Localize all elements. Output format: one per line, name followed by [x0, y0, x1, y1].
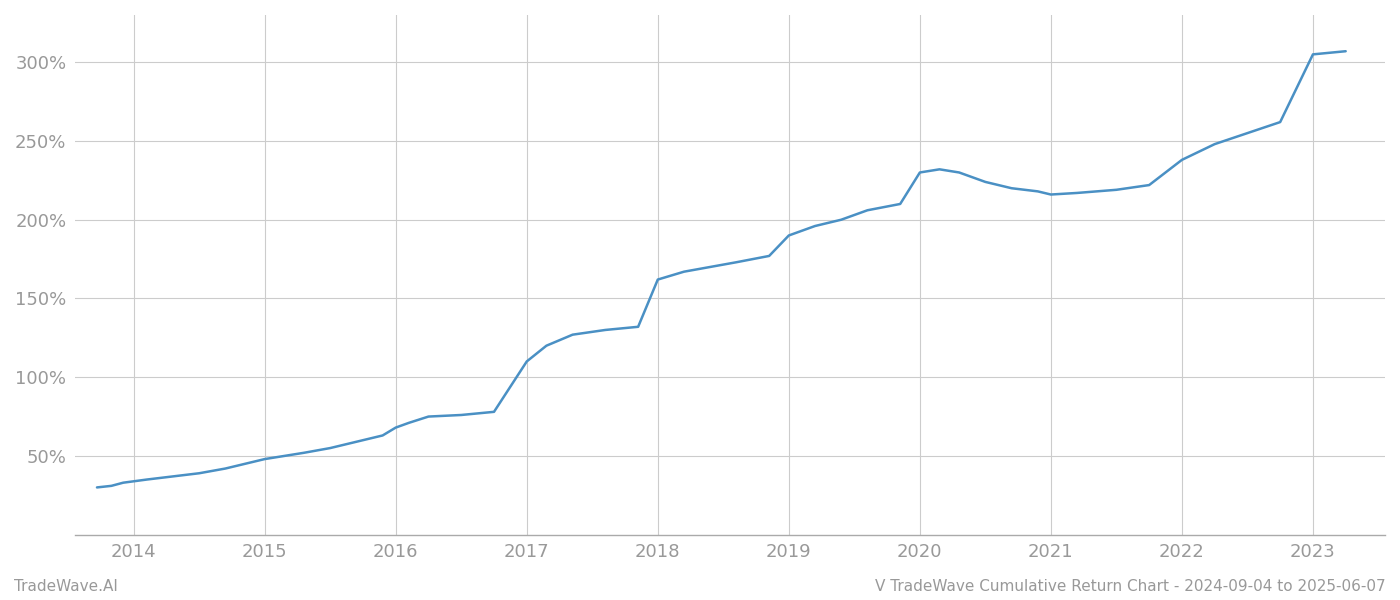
Text: TradeWave.AI: TradeWave.AI: [14, 579, 118, 594]
Text: V TradeWave Cumulative Return Chart - 2024-09-04 to 2025-06-07: V TradeWave Cumulative Return Chart - 20…: [875, 579, 1386, 594]
